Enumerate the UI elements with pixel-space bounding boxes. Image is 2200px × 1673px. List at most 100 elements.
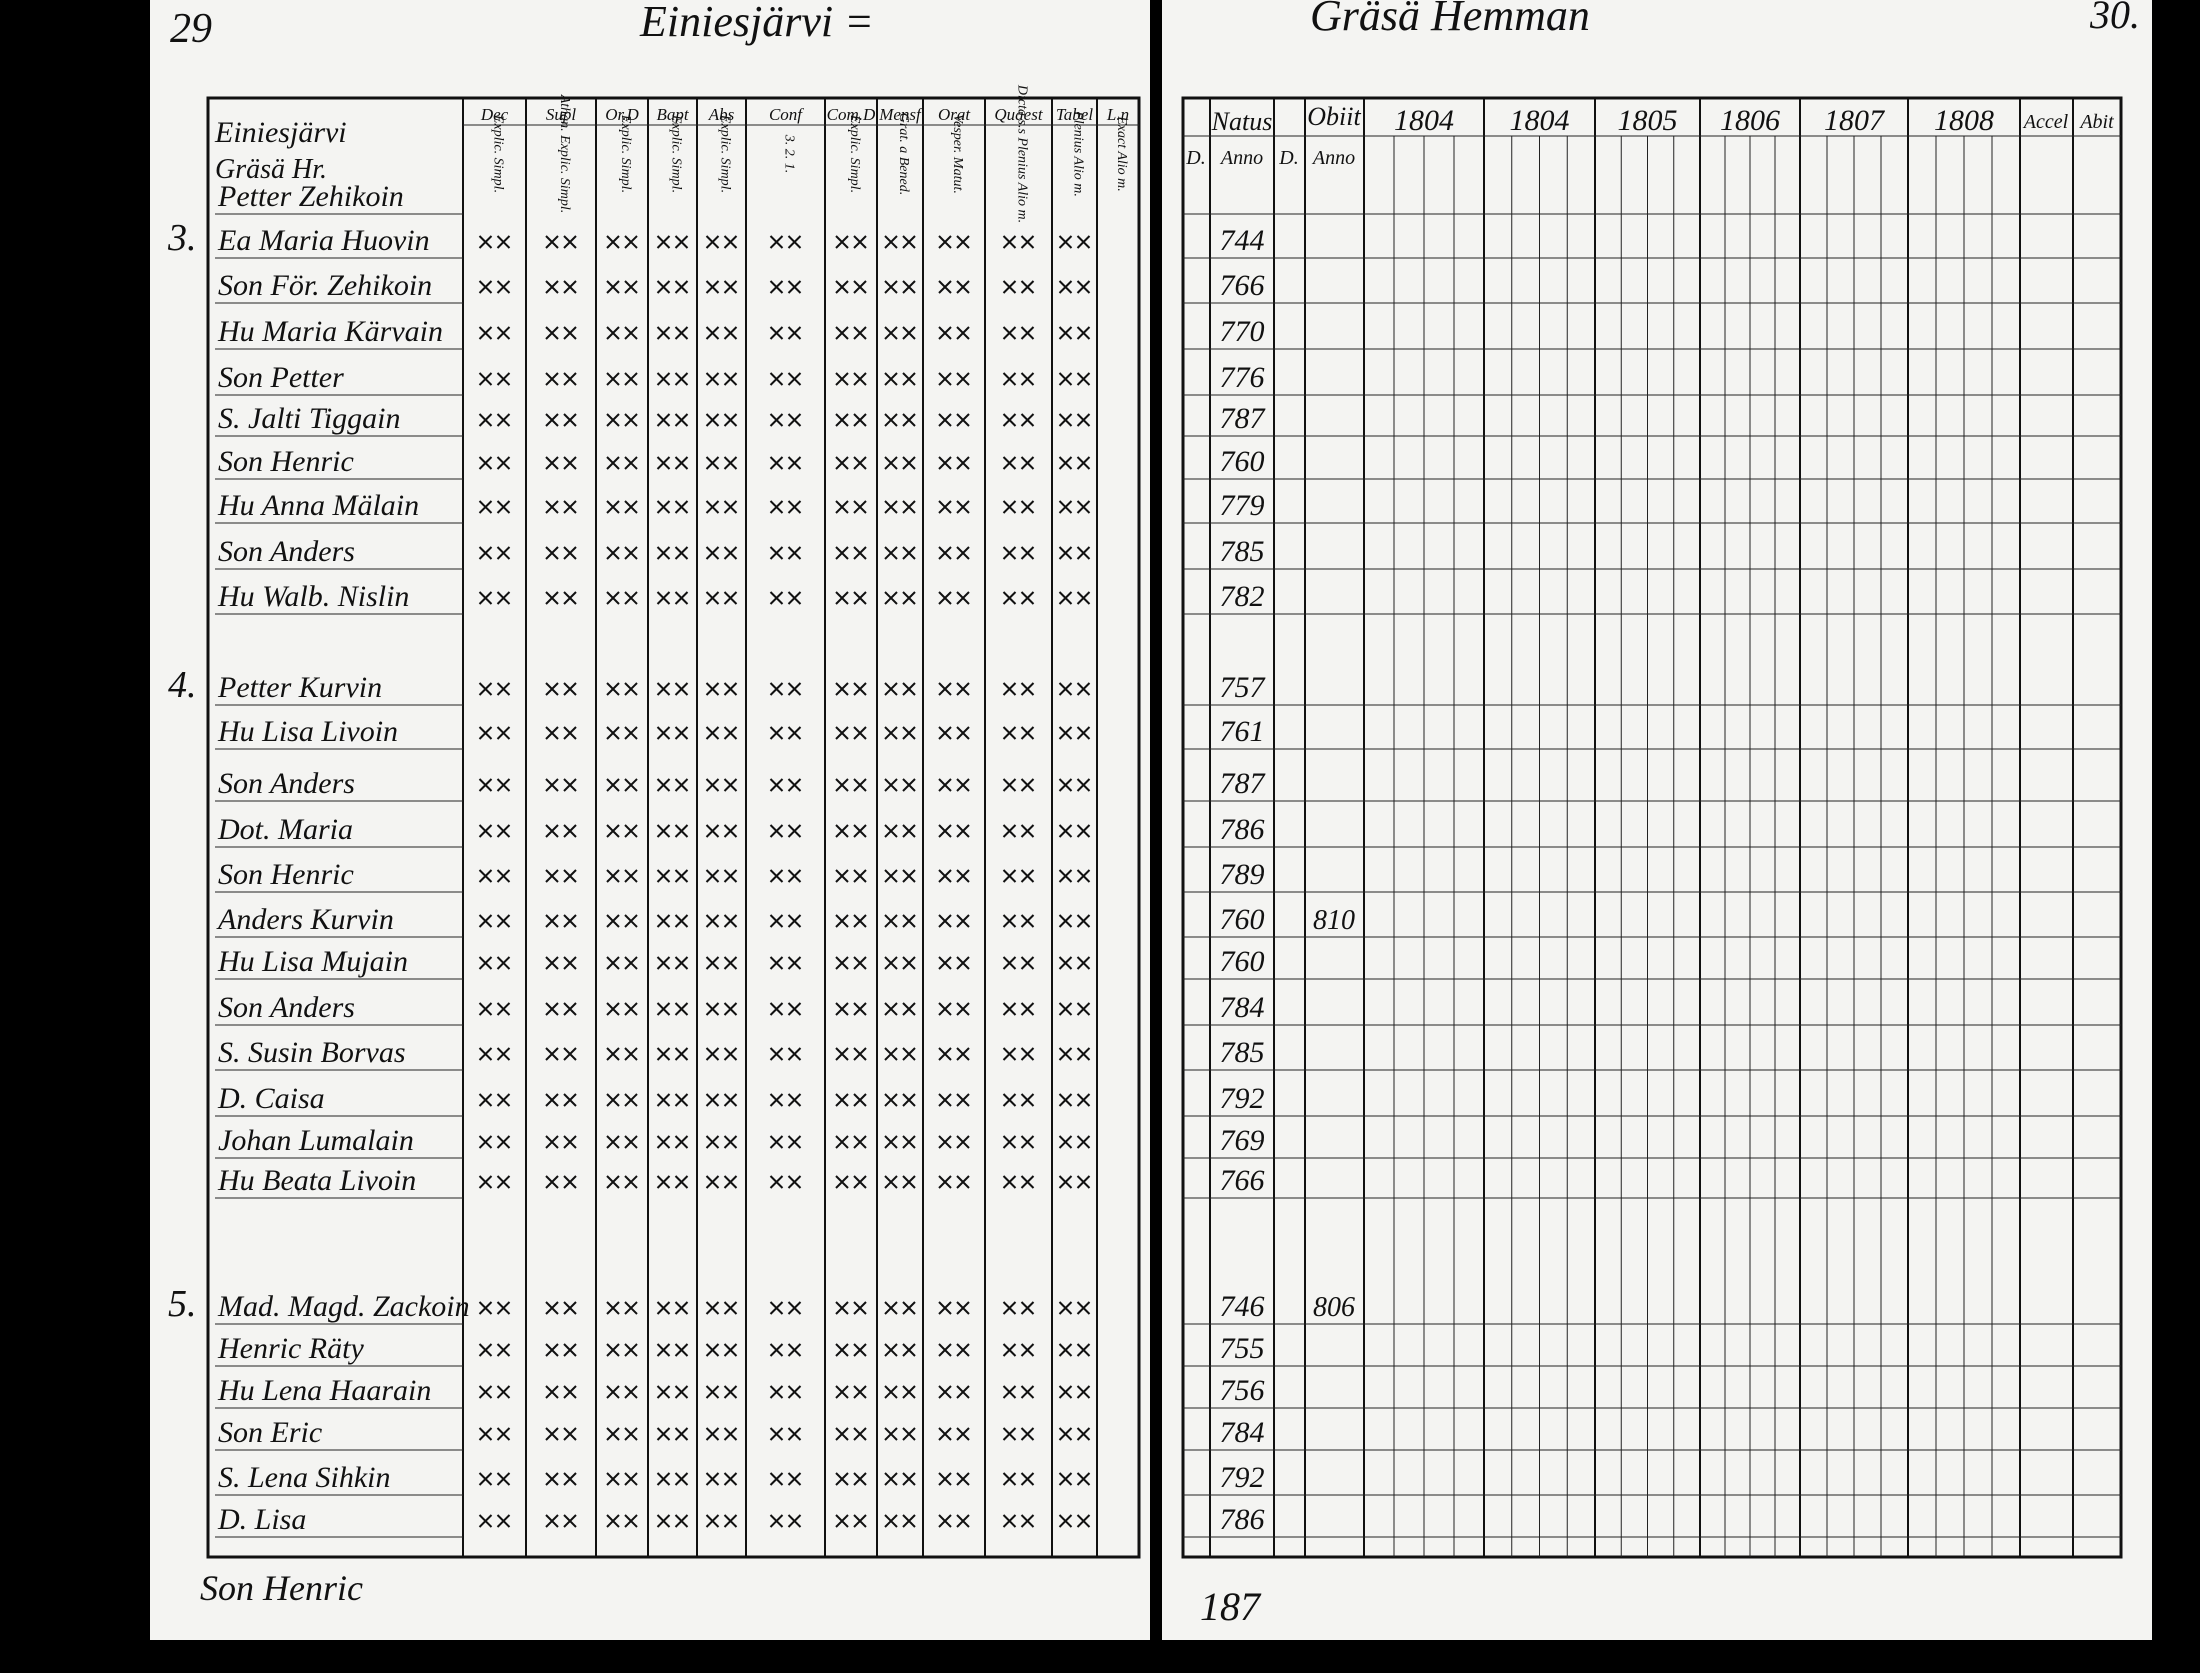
tick-mark bbox=[769, 1047, 784, 1061]
person-name: Son Henric bbox=[218, 445, 354, 478]
tick-mark bbox=[478, 1002, 493, 1016]
tick-mark bbox=[705, 372, 720, 386]
tick-mark bbox=[1002, 326, 1017, 340]
tick-mark bbox=[835, 1472, 849, 1486]
tick-mark bbox=[674, 1472, 689, 1486]
tick-mark bbox=[1058, 1002, 1073, 1016]
tick-mark bbox=[545, 1175, 559, 1189]
tick-mark bbox=[769, 500, 784, 514]
tick-mark bbox=[787, 372, 802, 386]
tick-mark bbox=[787, 1427, 802, 1441]
tick-mark bbox=[606, 778, 620, 792]
tick-mark bbox=[769, 372, 784, 386]
tick-mark bbox=[674, 1343, 689, 1357]
tick-mark bbox=[674, 591, 689, 605]
tick-mark bbox=[1058, 869, 1073, 883]
tick-mark bbox=[563, 1385, 577, 1399]
tick-mark bbox=[884, 1047, 898, 1061]
tick-mark bbox=[723, 869, 738, 883]
tick-mark bbox=[496, 1093, 511, 1107]
tick-mark bbox=[563, 1472, 577, 1486]
tick-mark bbox=[902, 1301, 916, 1315]
tick-mark bbox=[656, 591, 671, 605]
tick-mark bbox=[1020, 824, 1035, 838]
tick-mark bbox=[835, 235, 849, 249]
tick-mark bbox=[624, 500, 638, 514]
tick-mark bbox=[624, 235, 638, 249]
tick-mark bbox=[705, 726, 720, 740]
tick-mark bbox=[656, 1343, 671, 1357]
tick-mark bbox=[853, 778, 867, 792]
tick-mark bbox=[606, 372, 620, 386]
tick-mark bbox=[723, 824, 738, 838]
tick-mark bbox=[624, 1385, 638, 1399]
person-name: Son Eric bbox=[218, 1416, 322, 1449]
tick-mark bbox=[705, 1427, 720, 1441]
tick-mark bbox=[723, 1047, 738, 1061]
tick-mark bbox=[723, 1301, 738, 1315]
tick-mark bbox=[563, 914, 577, 928]
tick-mark bbox=[723, 682, 738, 696]
tick-mark bbox=[1020, 1002, 1035, 1016]
tick-mark bbox=[496, 1472, 511, 1486]
tick-mark bbox=[674, 1514, 689, 1528]
tick-mark bbox=[769, 726, 784, 740]
tick-mark bbox=[853, 372, 867, 386]
tick-mark bbox=[545, 1093, 559, 1107]
tick-mark bbox=[787, 1093, 802, 1107]
tick-mark bbox=[938, 824, 952, 838]
tick-mark bbox=[902, 456, 916, 470]
tick-mark bbox=[1020, 413, 1035, 427]
tick-mark bbox=[1076, 326, 1091, 340]
tick-mark bbox=[1058, 1472, 1073, 1486]
tick-mark bbox=[1020, 235, 1035, 249]
tick-mark bbox=[884, 500, 898, 514]
tick-mark bbox=[563, 1002, 577, 1016]
tick-mark bbox=[1076, 1175, 1091, 1189]
tick-mark bbox=[787, 456, 802, 470]
tick-mark bbox=[1002, 1093, 1017, 1107]
tick-mark bbox=[1076, 1472, 1091, 1486]
tick-mark bbox=[496, 500, 511, 514]
birth-year: 779 bbox=[1220, 489, 1265, 522]
tick-mark bbox=[1058, 1427, 1073, 1441]
tick-mark bbox=[787, 869, 802, 883]
tick-mark bbox=[606, 869, 620, 883]
tick-mark bbox=[705, 500, 720, 514]
tick-mark bbox=[853, 326, 867, 340]
tick-mark bbox=[606, 591, 620, 605]
tick-mark bbox=[606, 1385, 620, 1399]
tick-mark bbox=[606, 682, 620, 696]
death-year: 806 bbox=[1313, 1292, 1355, 1323]
tick-mark bbox=[656, 778, 671, 792]
tick-mark bbox=[606, 1175, 620, 1189]
birth-year: 766 bbox=[1220, 269, 1265, 302]
tick-mark bbox=[884, 1093, 898, 1107]
tick-mark bbox=[938, 1514, 952, 1528]
tick-mark bbox=[1020, 1047, 1035, 1061]
column-subhead: Anno bbox=[1311, 147, 1355, 169]
person-name: Anders Kurvin bbox=[216, 903, 394, 936]
column-subhead: 3. 2. 1. bbox=[782, 134, 797, 174]
right-page bbox=[1162, 0, 2152, 1640]
tick-mark bbox=[545, 956, 559, 970]
tick-mark bbox=[938, 956, 952, 970]
column-head: Supl bbox=[546, 105, 577, 124]
tick-mark bbox=[938, 1047, 952, 1061]
tick-mark bbox=[624, 1175, 638, 1189]
column-subhead: Explic. Simpl. bbox=[618, 114, 633, 193]
tick-mark bbox=[956, 726, 970, 740]
tick-mark bbox=[478, 1093, 493, 1107]
tick-mark bbox=[787, 1514, 802, 1528]
tick-mark bbox=[1076, 1343, 1091, 1357]
tick-mark bbox=[606, 326, 620, 340]
tick-mark bbox=[956, 1514, 970, 1528]
tick-mark bbox=[496, 456, 511, 470]
tick-mark bbox=[545, 1385, 559, 1399]
tick-mark bbox=[624, 1472, 638, 1486]
tick-mark bbox=[674, 413, 689, 427]
tick-mark bbox=[545, 546, 559, 560]
tick-mark bbox=[902, 778, 916, 792]
person-name: Hu Lena Haarain bbox=[217, 1374, 431, 1407]
tick-mark bbox=[1076, 869, 1091, 883]
